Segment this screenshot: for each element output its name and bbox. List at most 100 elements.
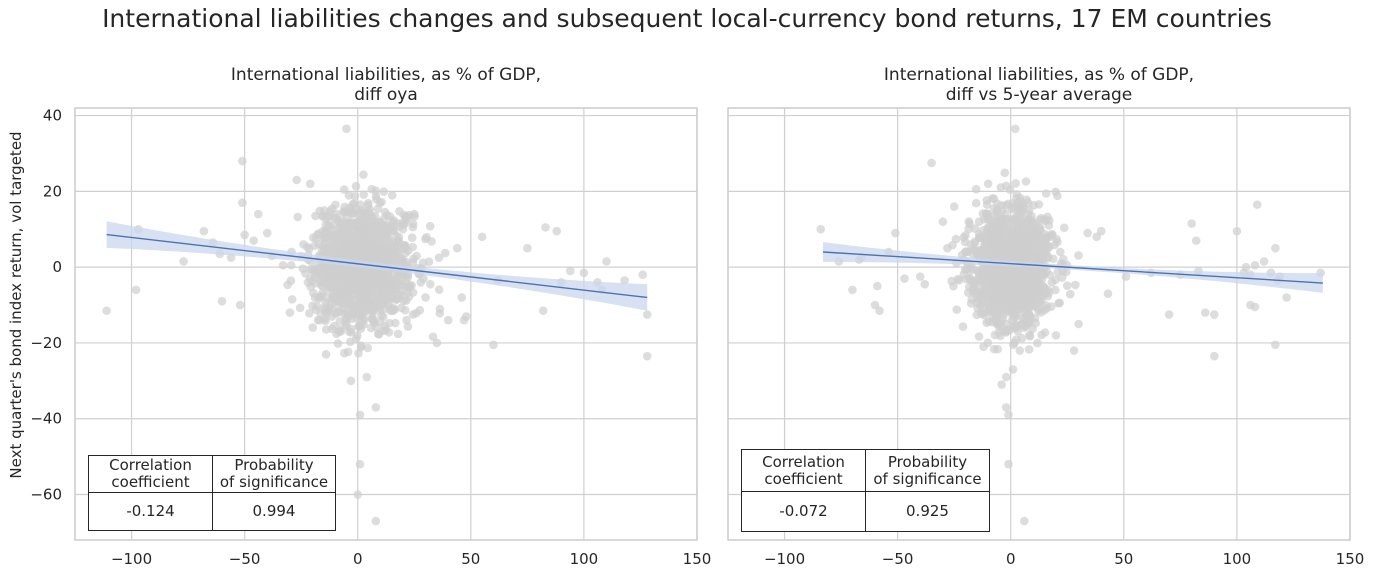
data-point bbox=[317, 268, 327, 278]
data-point bbox=[341, 317, 350, 326]
data-point bbox=[253, 209, 263, 219]
x-tick-label: −100 bbox=[764, 550, 805, 568]
data-point bbox=[362, 372, 372, 382]
data-point bbox=[989, 204, 999, 213]
data-point bbox=[978, 209, 988, 218]
data-point bbox=[1023, 233, 1032, 243]
data-point bbox=[339, 185, 349, 194]
data-point bbox=[340, 202, 349, 212]
data-point bbox=[313, 230, 322, 240]
data-point bbox=[958, 322, 968, 331]
data-point bbox=[996, 183, 1006, 192]
data-point bbox=[552, 226, 562, 236]
data-point bbox=[349, 295, 358, 305]
data-point bbox=[363, 198, 373, 208]
table-value-correlation: -0.124 bbox=[88, 492, 213, 531]
x-tick-label: 100 bbox=[570, 550, 599, 568]
data-point bbox=[1074, 251, 1083, 260]
data-point bbox=[457, 293, 467, 302]
data-point bbox=[943, 243, 952, 253]
data-point bbox=[642, 351, 652, 361]
data-point bbox=[235, 300, 245, 310]
y-tick-label: 20 bbox=[43, 182, 62, 200]
y-tick-label: −40 bbox=[30, 410, 62, 428]
data-point bbox=[355, 220, 364, 229]
data-point bbox=[337, 243, 347, 252]
data-point bbox=[1027, 241, 1037, 251]
data-point bbox=[541, 223, 550, 232]
data-point bbox=[971, 184, 981, 194]
data-point bbox=[1017, 333, 1027, 343]
data-point bbox=[949, 281, 958, 291]
data-point bbox=[351, 334, 361, 344]
table-value-correlation: -0.072 bbox=[741, 491, 866, 532]
data-point bbox=[440, 248, 450, 258]
data-point bbox=[366, 247, 375, 256]
data-point bbox=[311, 211, 320, 221]
data-point bbox=[238, 198, 247, 208]
data-point bbox=[938, 217, 948, 226]
data-point bbox=[401, 217, 410, 227]
data-point bbox=[402, 296, 411, 305]
data-point bbox=[1008, 365, 1018, 374]
data-point bbox=[960, 237, 970, 247]
data-point bbox=[891, 228, 900, 238]
data-point bbox=[1042, 266, 1051, 276]
data-point bbox=[295, 303, 305, 313]
data-point bbox=[1259, 257, 1269, 266]
data-point bbox=[408, 310, 418, 319]
data-point bbox=[368, 213, 377, 222]
data-point bbox=[999, 278, 1008, 288]
data-point bbox=[320, 303, 329, 312]
x-tick-label: 150 bbox=[1336, 550, 1365, 568]
data-point bbox=[388, 217, 397, 227]
data-point bbox=[358, 244, 367, 253]
data-point bbox=[379, 288, 388, 297]
data-point bbox=[994, 270, 1003, 279]
data-point bbox=[375, 295, 384, 305]
x-tick-label: 50 bbox=[1114, 550, 1133, 568]
data-point bbox=[1052, 234, 1061, 244]
data-point bbox=[1011, 217, 1021, 226]
data-point bbox=[293, 212, 303, 222]
data-point bbox=[1282, 293, 1291, 302]
data-point bbox=[385, 306, 395, 315]
data-point bbox=[380, 207, 390, 217]
data-point bbox=[356, 341, 366, 350]
data-point bbox=[329, 220, 338, 230]
data-point bbox=[960, 265, 970, 274]
data-point bbox=[1006, 281, 1016, 291]
data-point bbox=[477, 232, 487, 242]
x-tick-label: −50 bbox=[229, 550, 261, 568]
data-point bbox=[961, 231, 970, 240]
data-point bbox=[427, 237, 436, 246]
panel-right: −100 −50 0 50 100 150 International liabilitie… bbox=[727, 65, 1365, 568]
data-point bbox=[333, 339, 343, 348]
data-point bbox=[381, 325, 390, 335]
data-point bbox=[1011, 321, 1021, 331]
data-point bbox=[1051, 331, 1061, 340]
data-point bbox=[1005, 252, 1015, 261]
data-point bbox=[1015, 346, 1025, 355]
data-point bbox=[347, 314, 357, 324]
data-point bbox=[1006, 274, 1016, 284]
data-point bbox=[1004, 324, 1013, 334]
data-point bbox=[982, 200, 992, 209]
data-point bbox=[994, 285, 1004, 294]
data-point bbox=[371, 516, 381, 526]
data-point bbox=[327, 241, 336, 250]
data-point bbox=[991, 277, 1000, 287]
data-point bbox=[1103, 289, 1113, 298]
data-point bbox=[421, 293, 430, 302]
x-tick-label: 150 bbox=[683, 550, 712, 568]
data-point bbox=[356, 200, 365, 209]
data-point bbox=[1187, 219, 1196, 228]
data-point bbox=[1015, 298, 1025, 308]
data-point bbox=[975, 233, 984, 242]
data-point bbox=[385, 318, 394, 328]
scatter-points bbox=[816, 124, 1325, 526]
data-point bbox=[1015, 203, 1025, 213]
data-point bbox=[566, 266, 575, 276]
data-point bbox=[1021, 177, 1031, 186]
